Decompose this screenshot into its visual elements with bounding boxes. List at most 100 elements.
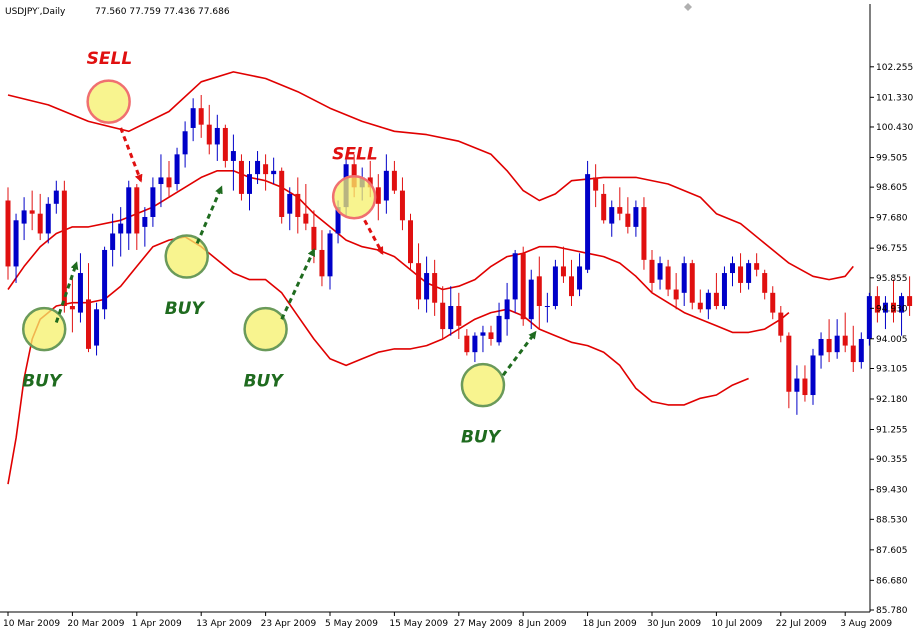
chart-shift-marker-icon[interactable] — [684, 3, 692, 11]
y-tick-label: 100.430 — [876, 123, 913, 133]
candle-bullish — [818, 332, 824, 369]
sell-signal: SELL — [331, 145, 384, 256]
y-axis-ticks: 102.255 101.330 100.430 99.505 98.605 97.680 9… — [870, 63, 913, 616]
y-tick-label: 92.180 — [876, 395, 908, 405]
candle-bullish — [585, 160, 591, 274]
candle-body — [762, 273, 768, 293]
x-tick-label: 5 May 2009 — [325, 619, 378, 629]
candle-bullish — [102, 246, 108, 320]
candle-body — [5, 200, 11, 267]
candle-body — [327, 233, 333, 277]
buy-signal: BUY — [460, 330, 537, 448]
candle-body — [689, 263, 695, 303]
candle-bearish — [29, 190, 35, 231]
candle-bearish — [166, 160, 172, 198]
highlight-circle — [164, 234, 209, 279]
candle-body — [850, 345, 856, 363]
candle-body — [37, 213, 43, 234]
candle-bullish — [77, 253, 83, 323]
signal-arrow — [280, 248, 316, 320]
candle-bullish — [255, 151, 261, 185]
candle-body — [818, 338, 824, 356]
y-tick-label: 96.755 — [876, 244, 908, 254]
candle-body — [238, 160, 244, 194]
candle-body — [150, 187, 156, 217]
candle-body — [842, 335, 848, 346]
y-tick-label: 101.330 — [876, 93, 913, 103]
candle-body — [198, 108, 204, 125]
candle-body — [222, 127, 228, 161]
candle-bearish — [520, 246, 526, 326]
candle-body — [206, 124, 212, 145]
candle-bullish — [94, 302, 100, 356]
candle-body — [134, 187, 140, 234]
candle-bearish — [738, 253, 744, 293]
candle-bullish — [552, 259, 558, 310]
candle-body — [182, 131, 188, 155]
candle-body — [899, 296, 905, 313]
candle-body — [472, 335, 478, 353]
x-tick-label: 10 Mar 2009 — [3, 619, 60, 629]
candle-bullish — [118, 207, 124, 257]
candle-body — [287, 193, 293, 214]
candle-bearish — [37, 193, 43, 241]
candle-bearish — [416, 243, 422, 310]
candle-bearish — [222, 124, 228, 168]
candle-body — [754, 263, 760, 270]
candle-bearish — [488, 325, 494, 346]
candle-bullish — [866, 292, 872, 346]
candle-body — [528, 279, 534, 320]
candle-body — [295, 193, 301, 217]
candle-bearish — [826, 319, 832, 363]
candle-bullish — [480, 325, 486, 353]
candle-body — [69, 306, 75, 310]
y-tick-label: 86.680 — [876, 576, 908, 586]
buy-label: BUY — [165, 299, 206, 319]
candle-body — [448, 306, 454, 330]
signal-arrow — [119, 127, 143, 183]
candle-body — [601, 193, 607, 221]
candle-bearish — [891, 279, 896, 323]
candle-body — [263, 164, 269, 175]
candle-body — [882, 302, 888, 313]
candle-bearish — [61, 180, 67, 313]
candle-bullish — [609, 200, 615, 237]
candle-bullish — [150, 177, 156, 227]
candle-bullish — [544, 292, 550, 323]
y-tick-label: 89.430 — [876, 486, 908, 496]
candle-bearish — [238, 154, 244, 201]
y-tick-label: 102.255 — [876, 63, 913, 73]
candle-body — [609, 207, 615, 224]
candle-bullish — [882, 296, 888, 330]
sell-signal: SELL — [86, 49, 143, 183]
candle-body — [335, 207, 341, 234]
x-tick-label: 22 Jul 2009 — [776, 619, 827, 629]
candle-body — [512, 253, 518, 300]
candle-body — [770, 292, 776, 313]
candle-body — [874, 296, 880, 313]
candle-bearish — [601, 184, 607, 224]
candle-bearish — [391, 160, 397, 194]
buy-signal: BUY — [21, 261, 79, 392]
candle-body — [77, 273, 83, 313]
candle-body — [399, 190, 405, 221]
candle-body — [311, 226, 317, 250]
candle-bearish — [907, 276, 913, 316]
candle-body — [721, 273, 727, 307]
candle-body — [810, 355, 816, 396]
candle-body — [858, 338, 864, 363]
candle-bullish — [472, 332, 478, 363]
candle-bearish — [842, 312, 848, 353]
candle-bearish — [641, 197, 647, 270]
candle-body — [456, 306, 462, 326]
candle-bullish — [190, 98, 196, 142]
candle-body — [657, 263, 663, 280]
signal-arrow — [54, 261, 79, 323]
candle-body — [625, 213, 631, 227]
candle-body — [21, 210, 27, 224]
candle-bullish — [721, 266, 727, 310]
candle-body — [158, 177, 164, 185]
candle-body — [29, 210, 35, 214]
candle-body — [633, 207, 639, 227]
